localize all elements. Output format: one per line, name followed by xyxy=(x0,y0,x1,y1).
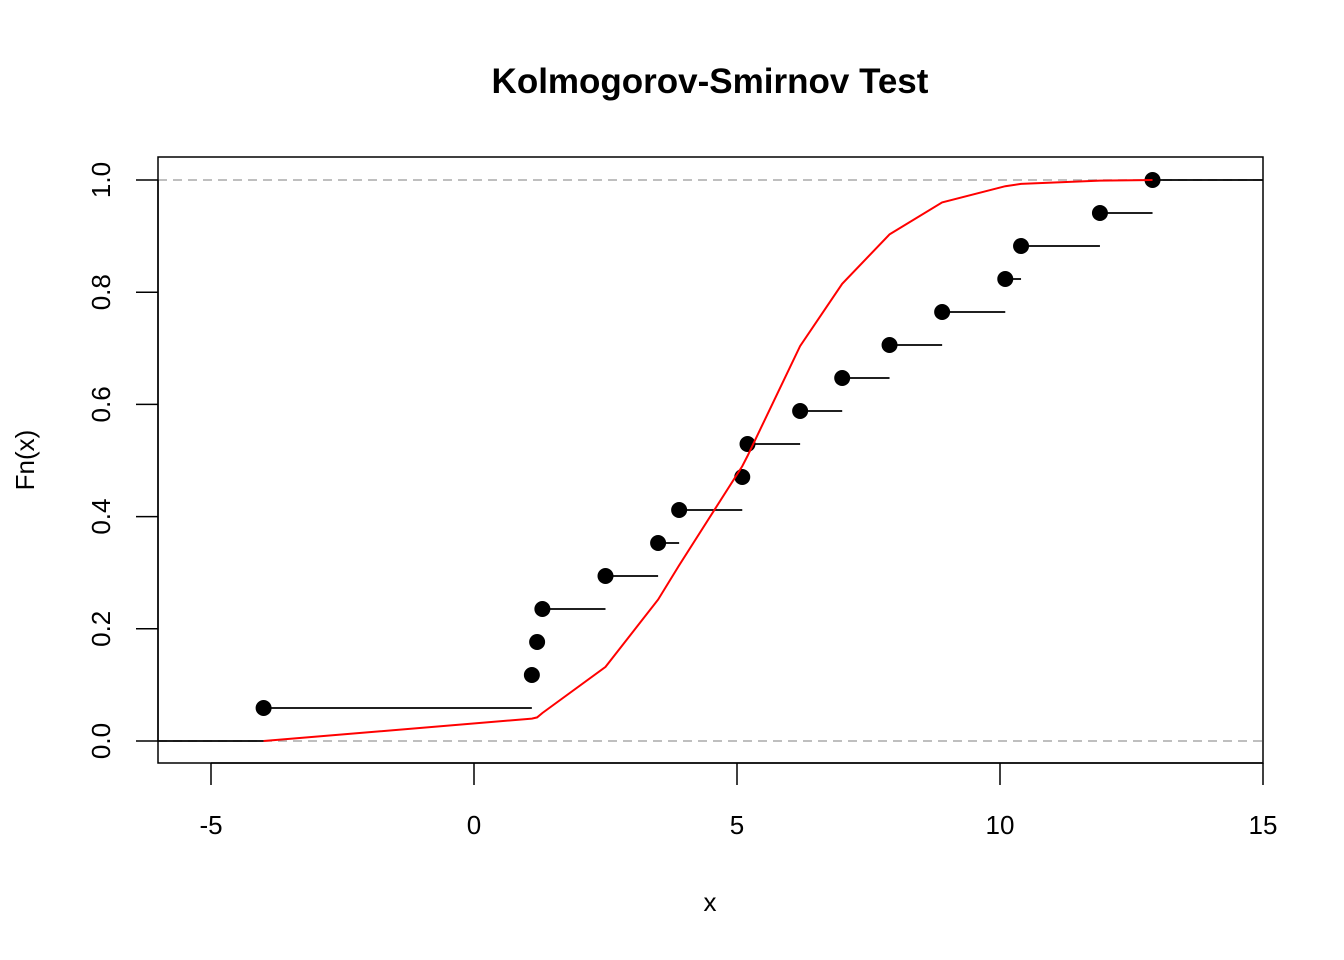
ecdf-point xyxy=(1091,204,1108,221)
theoretical-cdf xyxy=(263,179,1153,742)
reference-lines xyxy=(158,179,1263,742)
ecdf-point xyxy=(734,468,751,485)
ecdf-point xyxy=(834,369,851,386)
y-axis: 0.0 0.2 0.4 0.6 0.8 1.0 xyxy=(86,162,159,759)
x-axis-label: x xyxy=(704,887,717,917)
x-tick-label: 5 xyxy=(730,810,744,840)
ecdf-point xyxy=(671,501,688,518)
y-tick-label: 0.6 xyxy=(86,386,116,422)
x-tick-label: 0 xyxy=(467,810,481,840)
ecdf-point xyxy=(881,336,898,353)
x-tick-label: 10 xyxy=(986,810,1015,840)
ecdf-point xyxy=(255,700,272,717)
ecdf-point xyxy=(523,667,540,684)
ecdf-point xyxy=(934,304,951,321)
y-tick-label: 0.8 xyxy=(86,274,116,310)
y-tick-label: 1.0 xyxy=(86,162,116,198)
ecdf-point xyxy=(997,271,1014,288)
ecdf-point xyxy=(792,403,809,420)
ecdf-point xyxy=(529,633,546,650)
y-axis-label: Fn(x) xyxy=(10,430,40,491)
ecdf-point xyxy=(597,568,614,585)
x-axis: -5 0 5 10 15 xyxy=(199,762,1278,840)
y-tick-label: 0.0 xyxy=(86,723,116,759)
ecdf-point xyxy=(1013,237,1030,254)
ecdf-point xyxy=(650,535,667,552)
ecdf-points xyxy=(255,172,1161,717)
ecdf-point xyxy=(534,600,551,617)
ecdf-point xyxy=(1144,172,1161,188)
chart-title: Kolmogorov-Smirnov Test xyxy=(492,62,929,101)
x-tick-label: -5 xyxy=(199,810,222,840)
plot-frame xyxy=(157,156,1264,764)
x-tick-label: 15 xyxy=(1249,810,1278,840)
y-tick-label: 0.4 xyxy=(86,499,116,535)
y-tick-label: 0.2 xyxy=(86,611,116,647)
ecdf-steps xyxy=(158,179,1263,742)
theoretical-cdf-line xyxy=(263,179,1153,742)
